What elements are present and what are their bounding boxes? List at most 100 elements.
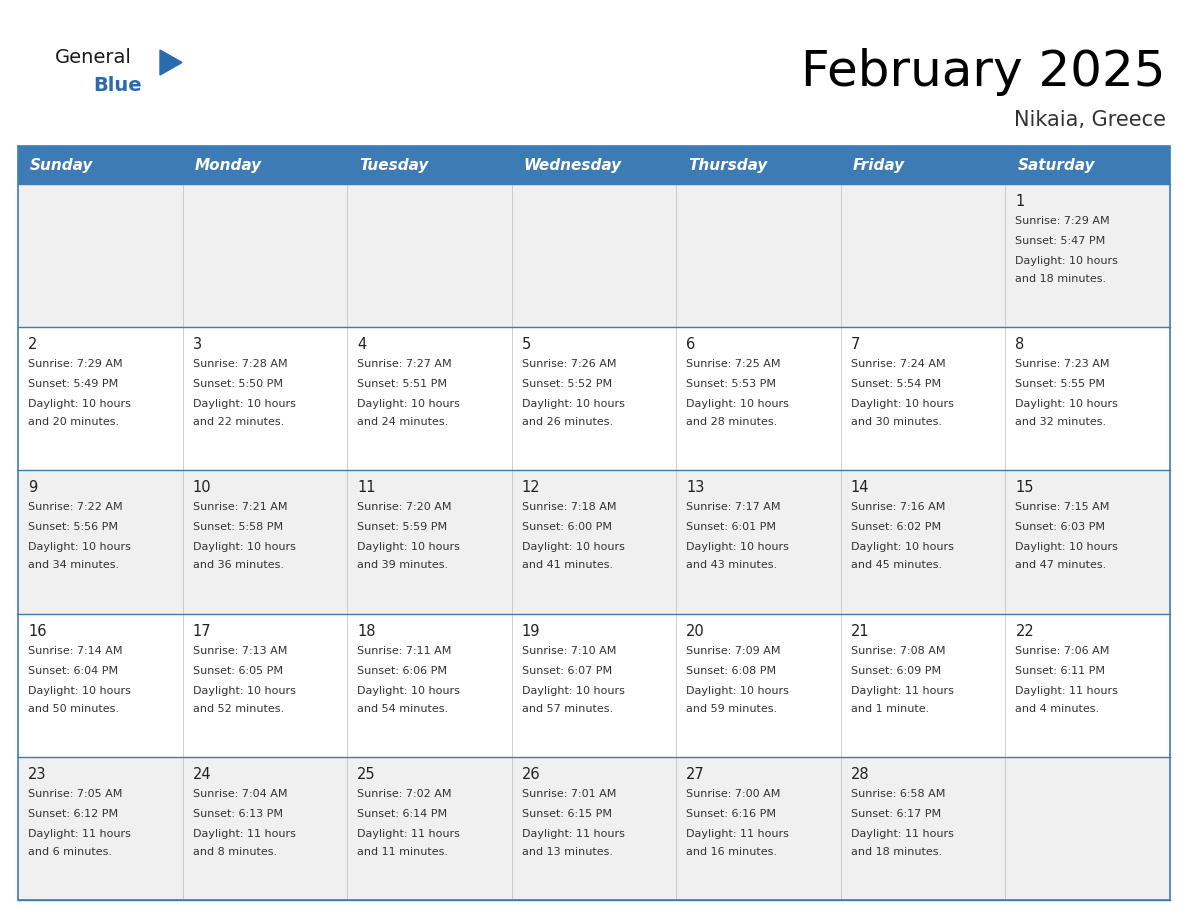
Text: 13: 13 [687, 480, 704, 496]
Text: and 41 minutes.: and 41 minutes. [522, 560, 613, 570]
Text: Sunrise: 7:02 AM: Sunrise: 7:02 AM [358, 789, 451, 799]
Text: and 45 minutes.: and 45 minutes. [851, 560, 942, 570]
Text: Sunset: 6:04 PM: Sunset: 6:04 PM [29, 666, 118, 676]
Text: Wednesday: Wednesday [524, 158, 621, 173]
Text: Daylight: 10 hours: Daylight: 10 hours [1016, 543, 1118, 553]
Text: and 59 minutes.: and 59 minutes. [687, 703, 777, 713]
Text: 2: 2 [29, 337, 37, 353]
Text: Sunrise: 7:20 AM: Sunrise: 7:20 AM [358, 502, 451, 512]
Text: Daylight: 10 hours: Daylight: 10 hours [851, 543, 954, 553]
Text: Sunrise: 7:18 AM: Sunrise: 7:18 AM [522, 502, 617, 512]
Text: 11: 11 [358, 480, 375, 496]
Text: 18: 18 [358, 623, 375, 639]
Text: Sunrise: 7:29 AM: Sunrise: 7:29 AM [29, 359, 122, 369]
Text: Sunset: 5:49 PM: Sunset: 5:49 PM [29, 379, 119, 389]
Text: and 26 minutes.: and 26 minutes. [522, 417, 613, 427]
Text: and 52 minutes.: and 52 minutes. [192, 703, 284, 713]
Text: Daylight: 10 hours: Daylight: 10 hours [358, 399, 460, 409]
Text: and 11 minutes.: and 11 minutes. [358, 846, 448, 856]
Text: Friday: Friday [853, 158, 905, 173]
Bar [18, 756, 1170, 900]
Text: Sunrise: 6:58 AM: Sunrise: 6:58 AM [851, 789, 946, 799]
Text: Sunset: 6:17 PM: Sunset: 6:17 PM [851, 809, 941, 819]
Bar [18, 146, 1170, 184]
Text: Sunset: 5:55 PM: Sunset: 5:55 PM [1016, 379, 1105, 389]
Text: Daylight: 11 hours: Daylight: 11 hours [29, 829, 131, 839]
Text: Sunrise: 7:26 AM: Sunrise: 7:26 AM [522, 359, 617, 369]
Bar [18, 470, 1170, 613]
Text: and 18 minutes.: and 18 minutes. [1016, 274, 1106, 284]
Polygon shape [160, 50, 182, 75]
Text: Sunset: 6:07 PM: Sunset: 6:07 PM [522, 666, 612, 676]
Text: General: General [55, 48, 132, 67]
Text: Daylight: 10 hours: Daylight: 10 hours [192, 399, 296, 409]
Bar [18, 184, 1170, 327]
Text: 26: 26 [522, 767, 541, 782]
Text: Sunset: 6:13 PM: Sunset: 6:13 PM [192, 809, 283, 819]
Text: Sunrise: 7:08 AM: Sunrise: 7:08 AM [851, 645, 946, 655]
Text: Daylight: 10 hours: Daylight: 10 hours [687, 399, 789, 409]
Text: Sunrise: 7:01 AM: Sunrise: 7:01 AM [522, 789, 617, 799]
Text: Sunset: 6:02 PM: Sunset: 6:02 PM [851, 522, 941, 532]
Text: 9: 9 [29, 480, 37, 496]
Text: and 13 minutes.: and 13 minutes. [522, 846, 613, 856]
Text: Sunrise: 7:09 AM: Sunrise: 7:09 AM [687, 645, 781, 655]
Bar [18, 613, 1170, 756]
Text: Sunrise: 7:16 AM: Sunrise: 7:16 AM [851, 502, 946, 512]
Text: Sunset: 6:14 PM: Sunset: 6:14 PM [358, 809, 447, 819]
Text: Sunset: 6:11 PM: Sunset: 6:11 PM [1016, 666, 1105, 676]
Text: 24: 24 [192, 767, 211, 782]
Text: and 47 minutes.: and 47 minutes. [1016, 560, 1107, 570]
Text: Sunrise: 7:06 AM: Sunrise: 7:06 AM [1016, 645, 1110, 655]
Text: and 39 minutes.: and 39 minutes. [358, 560, 448, 570]
Text: Sunrise: 7:27 AM: Sunrise: 7:27 AM [358, 359, 451, 369]
Text: Sunset: 5:51 PM: Sunset: 5:51 PM [358, 379, 447, 389]
Text: Tuesday: Tuesday [359, 158, 429, 173]
Text: 10: 10 [192, 480, 211, 496]
Text: and 34 minutes.: and 34 minutes. [29, 560, 119, 570]
Text: Sunrise: 7:21 AM: Sunrise: 7:21 AM [192, 502, 287, 512]
Text: Daylight: 11 hours: Daylight: 11 hours [192, 829, 296, 839]
Text: Sunset: 5:56 PM: Sunset: 5:56 PM [29, 522, 118, 532]
Text: Sunrise: 7:22 AM: Sunrise: 7:22 AM [29, 502, 122, 512]
Text: Nikaia, Greece: Nikaia, Greece [1015, 110, 1165, 130]
Text: 23: 23 [29, 767, 46, 782]
Text: Daylight: 10 hours: Daylight: 10 hours [29, 686, 131, 696]
Text: and 1 minute.: and 1 minute. [851, 703, 929, 713]
Text: 8: 8 [1016, 337, 1025, 353]
Text: Sunset: 6:09 PM: Sunset: 6:09 PM [851, 666, 941, 676]
Text: 4: 4 [358, 337, 366, 353]
Text: and 16 minutes.: and 16 minutes. [687, 846, 777, 856]
Bar [18, 146, 1170, 900]
Text: Thursday: Thursday [688, 158, 767, 173]
Text: Sunrise: 7:13 AM: Sunrise: 7:13 AM [192, 645, 287, 655]
Text: Daylight: 10 hours: Daylight: 10 hours [192, 543, 296, 553]
Text: Daylight: 10 hours: Daylight: 10 hours [358, 543, 460, 553]
Text: Daylight: 10 hours: Daylight: 10 hours [29, 543, 131, 553]
Text: Daylight: 10 hours: Daylight: 10 hours [687, 543, 789, 553]
Text: Daylight: 10 hours: Daylight: 10 hours [29, 399, 131, 409]
Text: 17: 17 [192, 623, 211, 639]
Text: and 22 minutes.: and 22 minutes. [192, 417, 284, 427]
Text: Monday: Monday [195, 158, 261, 173]
Text: Sunset: 5:58 PM: Sunset: 5:58 PM [192, 522, 283, 532]
Text: and 32 minutes.: and 32 minutes. [1016, 417, 1106, 427]
Text: Sunset: 6:16 PM: Sunset: 6:16 PM [687, 809, 776, 819]
Text: Daylight: 10 hours: Daylight: 10 hours [1016, 399, 1118, 409]
Text: Sunrise: 7:04 AM: Sunrise: 7:04 AM [192, 789, 287, 799]
Text: and 30 minutes.: and 30 minutes. [851, 417, 942, 427]
Text: 27: 27 [687, 767, 704, 782]
Text: 7: 7 [851, 337, 860, 353]
Text: 20: 20 [687, 623, 704, 639]
Text: Daylight: 10 hours: Daylight: 10 hours [1016, 256, 1118, 266]
Text: and 50 minutes.: and 50 minutes. [29, 703, 119, 713]
Text: Daylight: 11 hours: Daylight: 11 hours [358, 829, 460, 839]
Text: 14: 14 [851, 480, 870, 496]
Text: Sunday: Sunday [30, 158, 94, 173]
Text: and 18 minutes.: and 18 minutes. [851, 846, 942, 856]
Text: Sunrise: 7:23 AM: Sunrise: 7:23 AM [1016, 359, 1110, 369]
Text: Daylight: 11 hours: Daylight: 11 hours [1016, 686, 1118, 696]
Text: and 57 minutes.: and 57 minutes. [522, 703, 613, 713]
Text: 15: 15 [1016, 480, 1034, 496]
Text: and 4 minutes.: and 4 minutes. [1016, 703, 1100, 713]
